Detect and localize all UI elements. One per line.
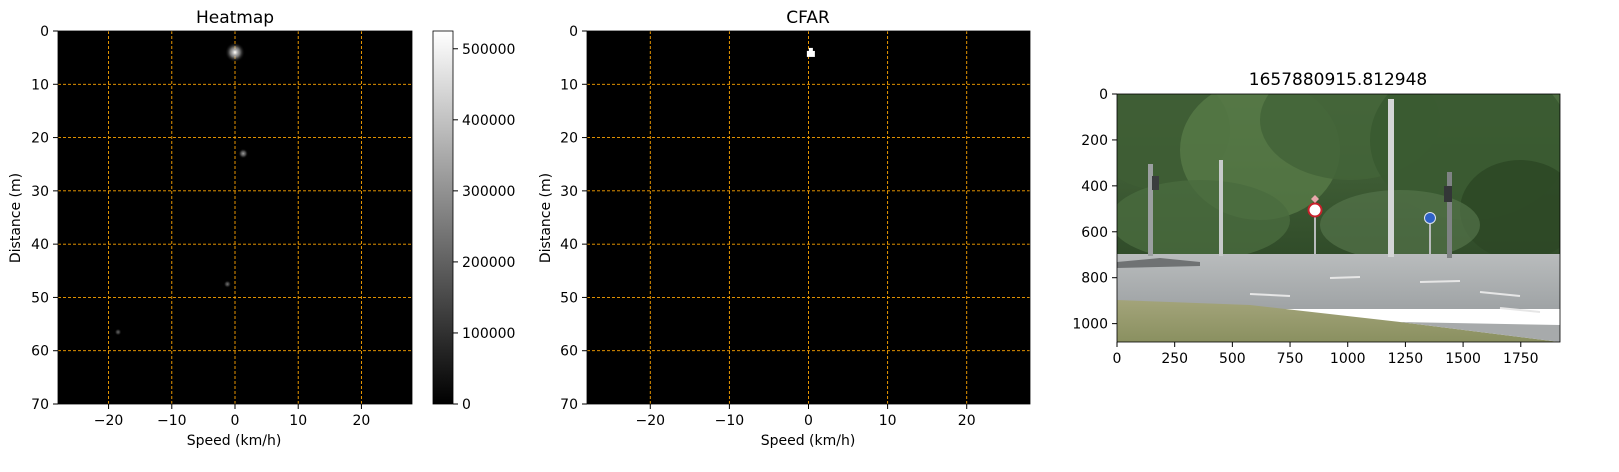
cfar-y-tick-label: 10: [560, 77, 578, 93]
camera-x-tick-label: 1500: [1445, 351, 1481, 367]
cfar-x-ticks: −20 −10 0 10 20: [636, 404, 976, 429]
heatmap-hotspot: [225, 42, 245, 63]
cfar-y-tick-label: 40: [560, 237, 578, 253]
cfar-x-tick-label: −10: [715, 413, 745, 429]
cfar-title: CFAR: [786, 8, 830, 28]
heatmap-hotspot: [223, 280, 232, 288]
cfar-detection: [806, 50, 815, 57]
cfar-x-axis-label: Speed (km/h): [761, 433, 856, 449]
heatmap-x-tick-label: −20: [94, 413, 124, 429]
cfar-y-tick-label: 50: [560, 290, 578, 306]
cfar-x-tick-label: 10: [879, 413, 897, 429]
colorbar-tick-label: 300000: [462, 184, 515, 200]
cfar-gridlines: [587, 31, 1030, 404]
heatmap-y-tick-label: 20: [31, 131, 49, 147]
camera-y-tick-label: 200: [1081, 133, 1108, 149]
colorbar-gradient: [432, 30, 454, 405]
heatmap-hotspots: [57, 30, 413, 405]
cfar-x-tick-label: −20: [636, 413, 666, 429]
camera-title: 1657880915.812948: [1249, 70, 1427, 90]
camera-x-tick-label: 1000: [1330, 351, 1366, 367]
camera-x-ticks: 0 250 500 750 1000 1250 1500 1750: [1113, 342, 1539, 367]
heatmap-title: Heatmap: [196, 8, 274, 28]
camera-y-ticks: 0 200 400 600 800 1000: [1072, 87, 1117, 333]
cfar-y-tick-label: 60: [560, 344, 578, 360]
camera-x-tick-label: 1250: [1388, 351, 1424, 367]
heatmap-y-axis-label: Distance (m): [8, 173, 24, 263]
heatmap-x-tick-label: −10: [157, 413, 187, 429]
heatmap-y-tick-label: 50: [31, 290, 49, 306]
heatmap-gridlines: [58, 31, 412, 404]
heatmap-hotspot: [238, 148, 249, 159]
cfar-x-tick-label: 20: [958, 413, 976, 429]
heatmap-y-tick-label: 30: [31, 184, 49, 200]
cfar-y-tick-label: 30: [560, 184, 578, 200]
colorbar-tick-label: 200000: [462, 255, 515, 271]
cfar-x-tick-label: 0: [804, 413, 813, 429]
camera-x-tick-label: 500: [1219, 351, 1246, 367]
camera-image: [1116, 93, 1561, 343]
colorbar-tick-label: 100000: [462, 326, 515, 342]
heatmap-x-axis-label: Speed (km/h): [187, 433, 282, 449]
camera-y-tick-label: 400: [1081, 179, 1108, 195]
colorbar-tick-label: 500000: [462, 42, 515, 58]
heatmap-x-tick-label: 10: [289, 413, 307, 429]
heatmap-panel: Heatmap −20 −10 0 10 20 0 10 20 30 40 50 60 70 Spee…: [8, 8, 413, 449]
cfar-y-tick-label: 70: [560, 397, 578, 413]
colorbar-ticks: 0 100000 200000 300000 400000 500000: [453, 42, 515, 413]
camera-y-tick-label: 800: [1081, 271, 1108, 287]
camera-x-tick-label: 250: [1161, 351, 1188, 367]
cfar-y-tick-label: 20: [560, 131, 578, 147]
cfar-detection-top: [808, 47, 813, 52]
cfar-panel: CFAR −20 −10 0 10 20 0 10 20 30 40 50 60 70 Speed (…: [538, 8, 1031, 449]
heatmap-y-tick-label: 40: [31, 237, 49, 253]
heatmap-hotspot: [114, 328, 122, 336]
colorbar: 0 100000 200000 300000 400000 500000: [432, 30, 515, 413]
cfar-y-axis-label: Distance (m): [538, 173, 554, 263]
camera-y-tick-label: 0: [1099, 87, 1108, 103]
camera-x-tick-label: 0: [1113, 351, 1122, 367]
camera-panel: 1657880915.812948: [1072, 70, 1561, 367]
heatmap-x-ticks: −20 −10 0 10 20: [94, 404, 371, 429]
camera-x-tick-label: 1750: [1503, 351, 1539, 367]
camera-y-tick-label: 600: [1081, 225, 1108, 241]
cfar-y-tick-label: 0: [569, 24, 578, 40]
heatmap-x-tick-label: 0: [231, 413, 240, 429]
colorbar-tick-label: 400000: [462, 113, 515, 129]
heatmap-y-tick-label: 0: [40, 24, 49, 40]
cfar-y-ticks: 0 10 20 30 40 50 60 70: [560, 24, 587, 413]
camera-y-tick-label: 1000: [1072, 317, 1108, 333]
camera-x-tick-label: 750: [1277, 351, 1304, 367]
heatmap-y-tick-label: 70: [31, 397, 49, 413]
colorbar-tick-label: 0: [462, 397, 471, 413]
heatmap-y-tick-label: 60: [31, 344, 49, 360]
heatmap-y-tick-label: 10: [31, 77, 49, 93]
heatmap-y-ticks: 0 10 20 30 40 50 60 70: [31, 24, 58, 413]
heatmap-x-tick-label: 20: [353, 413, 371, 429]
